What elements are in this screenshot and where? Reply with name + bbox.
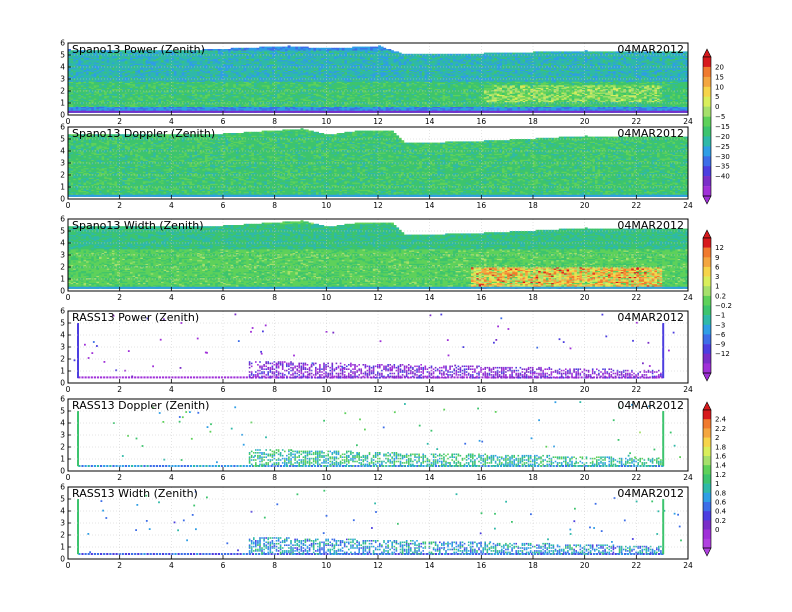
panel-1: 0 2 4 6 8 10 12 14 16 18 20 22 240123456 Spano13 Powe… — [60, 39, 693, 127]
panels: 0 2 4 6 8 10 12 14 16 18 20 22 240123456 Spano13 Powe… — [60, 39, 693, 571]
